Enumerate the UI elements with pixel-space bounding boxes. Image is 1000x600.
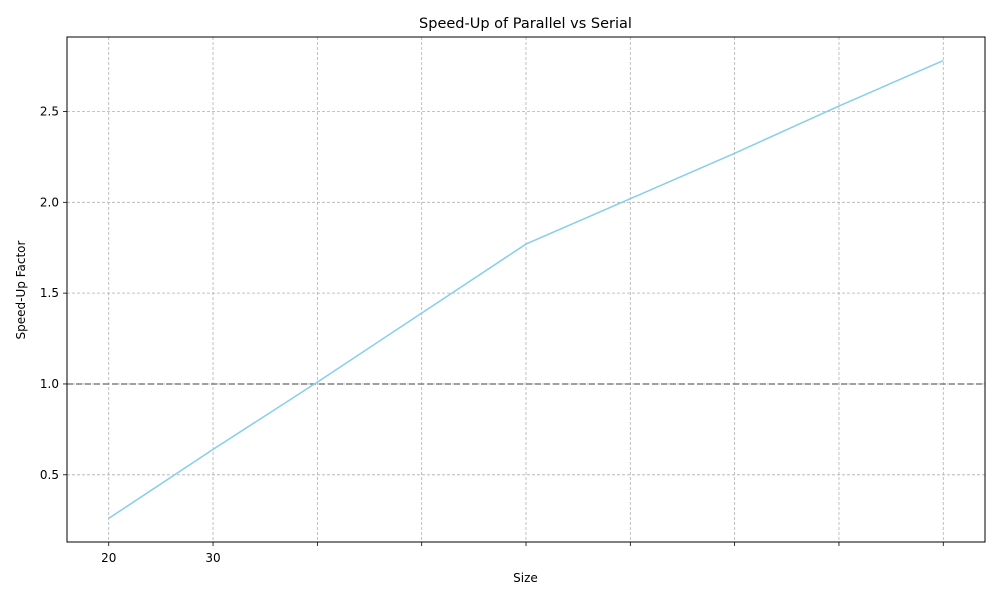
- y-tick-label: 0.5: [40, 468, 59, 482]
- y-tick-label: 1.5: [40, 286, 59, 300]
- y-axis-ticks: 0.5 1.0 1.5 2.0 2.5: [40, 104, 67, 482]
- series-line: [108, 59, 944, 520]
- chart-title: Speed-Up of Parallel vs Serial: [419, 16, 632, 32]
- x-axis-ticks: 20 30: [101, 542, 944, 565]
- y-axis-label: Speed-Up Factor: [14, 240, 28, 339]
- grid: [67, 37, 985, 542]
- x-tick-label: 30: [205, 551, 220, 565]
- x-axis-label: Size: [513, 571, 538, 585]
- series-layer: [108, 59, 944, 520]
- x-tick-label: 20: [101, 551, 116, 565]
- y-tick-label: 2.5: [40, 104, 59, 118]
- y-tick-label: 1.0: [40, 377, 59, 391]
- y-tick-label: 2.0: [40, 195, 59, 209]
